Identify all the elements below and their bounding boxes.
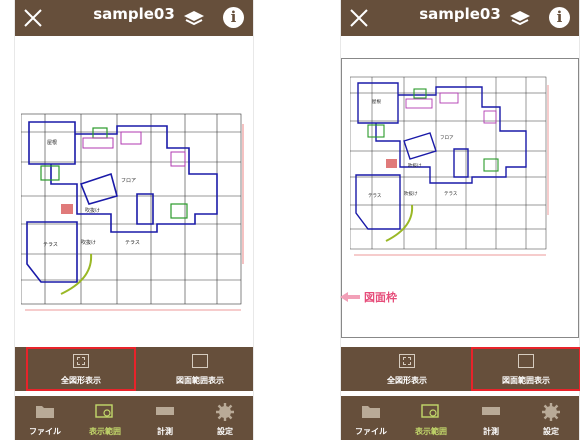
sheet-range-label: 図面範囲表示	[176, 376, 224, 385]
sheet-range-icon	[192, 354, 208, 368]
fp-label-terrace-2: テラス	[444, 191, 458, 197]
floor-plan-drawing: 屋根 フロア テラス 吹抜け 吹抜け テラス	[350, 76, 549, 256]
fit-all-label: 全図形表示	[61, 376, 101, 385]
tab-settings[interactable]: 設定	[197, 396, 253, 440]
document-title: sample03	[93, 5, 175, 23]
drawing-view[interactable]: 屋根 フロア テラス 吹抜け 吹抜け テラス	[20, 104, 247, 314]
fp-label-terrace-1: テラス	[368, 193, 382, 199]
drawing-sheet-frame[interactable]: 屋根 フロア テラス 吹抜け 吹抜け テラス	[341, 58, 579, 338]
view-action-bar: 全図形表示 図面範囲表示	[15, 347, 253, 391]
phone-left-screen: sample03 i	[14, 0, 254, 440]
fp-label-terrace-1: テラス	[43, 242, 58, 248]
top-bar: sample03 i	[341, 0, 579, 36]
folder-icon	[36, 406, 54, 418]
document-title: sample03	[419, 5, 501, 23]
fit-all-label: 全図形表示	[387, 376, 427, 385]
tab-file[interactable]: ファイル	[17, 396, 73, 440]
view-action-bar: 全図形表示 図面範囲表示	[341, 347, 580, 391]
ruler-icon	[156, 407, 174, 415]
view-range-icon	[95, 404, 113, 418]
fp-label-void-1: 吹抜け	[408, 162, 422, 169]
sheet-range-icon	[518, 354, 534, 368]
tab-view-range[interactable]: 表示範囲	[77, 396, 133, 440]
tab-bar: ファイル 表示範囲 計測 設定	[341, 396, 579, 440]
fp-label-floor: フロア	[121, 178, 136, 184]
info-icon[interactable]: i	[549, 7, 570, 28]
sheet-range-label: 図面範囲表示	[502, 376, 550, 385]
ruler-icon	[482, 407, 500, 415]
sheet-range-button[interactable]: 図面範囲表示	[145, 347, 255, 391]
tab-measure[interactable]: 計測	[463, 396, 519, 440]
fp-label-void-2: 吹抜け	[404, 190, 418, 197]
close-icon[interactable]	[23, 7, 43, 29]
info-icon[interactable]: i	[223, 7, 244, 28]
phone-right-screen: sample03 i	[340, 0, 580, 440]
tab-measure[interactable]: 計測	[137, 396, 193, 440]
layers-icon[interactable]	[509, 9, 531, 29]
close-icon[interactable]	[349, 7, 369, 29]
fit-all-icon	[399, 354, 415, 368]
tab-view-range[interactable]: 表示範囲	[403, 396, 459, 440]
top-bar: sample03 i	[15, 0, 253, 36]
folder-icon	[362, 406, 380, 418]
fit-all-icon	[73, 354, 89, 368]
sheet-frame-label: 図面枠	[364, 291, 397, 304]
fp-label-roof: 屋根	[47, 139, 57, 146]
fp-label-void-1: 吹抜け	[85, 207, 100, 214]
arrow-left-icon	[340, 292, 360, 302]
floor-plan-drawing: 屋根 フロア テラス 吹抜け 吹抜け テラス	[20, 113, 244, 311]
layers-icon[interactable]	[183, 9, 205, 29]
gear-icon	[542, 403, 560, 421]
fit-all-button[interactable]: 全図形表示	[26, 347, 136, 391]
sheet-frame-callout: 図面枠	[340, 289, 420, 305]
fit-all-button[interactable]: 全図形表示	[352, 347, 462, 391]
fp-label-void-2: 吹抜け	[81, 239, 96, 246]
view-range-icon	[421, 404, 439, 418]
fp-label-terrace-2: テラス	[125, 240, 140, 246]
fp-label-roof: 屋根	[372, 98, 381, 105]
gear-icon	[216, 403, 234, 421]
tab-bar: ファイル 表示範囲 計測 設定	[15, 396, 253, 440]
tab-settings[interactable]: 設定	[523, 396, 579, 440]
sheet-range-button[interactable]: 図面範囲表示	[471, 347, 580, 391]
tab-file[interactable]: ファイル	[343, 396, 399, 440]
fp-label-floor: フロア	[440, 135, 454, 141]
